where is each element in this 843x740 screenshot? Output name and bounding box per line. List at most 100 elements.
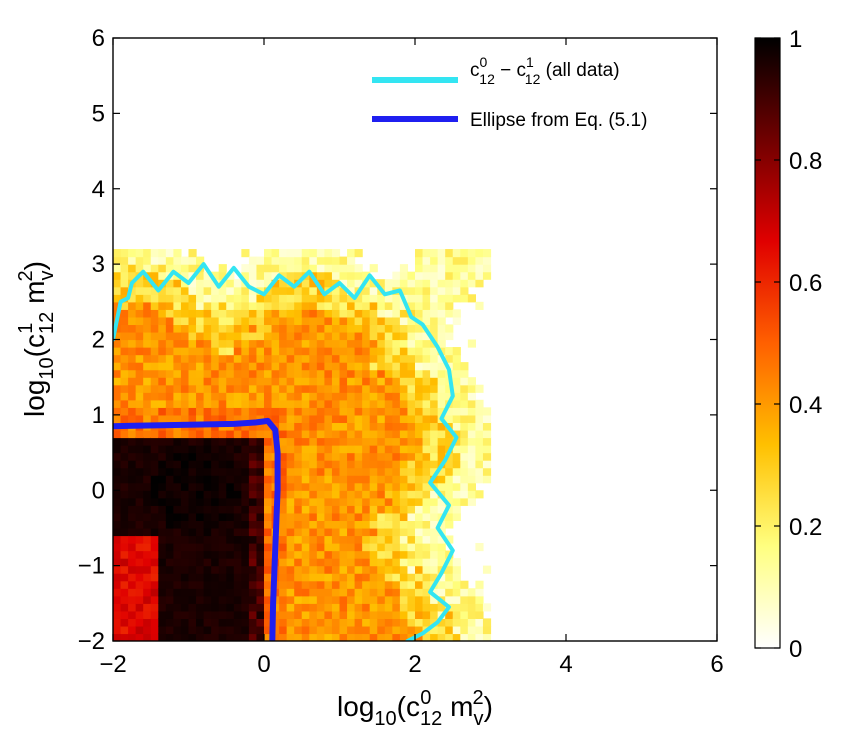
heatmap-cell [392,512,401,521]
heatmap-cell [407,625,416,635]
heatmap-cell [256,452,265,461]
heatmap-cell [120,618,129,627]
heatmap-cell [369,475,378,484]
heatmap-cell [196,497,205,506]
heatmap-cell [437,407,446,416]
heatmap-cell [331,377,341,386]
heatmap-cell [445,294,454,303]
heatmap-cell [369,512,378,521]
heatmap-cell [128,565,137,574]
heatmap-cell [331,588,341,597]
heatmap-cell [279,399,288,408]
heatmap-cell [475,610,484,619]
heatmap-cell [203,384,212,393]
heatmap-cell [128,429,137,439]
heatmap-cell [467,414,476,424]
heatmap-cell [430,331,439,341]
heatmap-cell [241,286,250,295]
heatmap-cell [407,362,416,371]
heatmap-cell [331,399,341,408]
heatmap-cell [165,339,174,348]
heatmap-cell [286,595,295,604]
heatmap-cell [445,452,454,461]
heatmap-cell [248,264,258,273]
heatmap-cell [347,264,356,273]
heatmap-cell [415,324,424,333]
heatmap-cell [430,384,439,393]
heatmap-cell [399,475,409,484]
heatmap-cell [369,369,378,378]
heatmap-cell [150,264,159,273]
heatmap-cell [188,603,197,612]
heatmap-cell [128,490,137,499]
heatmap-cell [279,452,288,461]
heatmap-cell [354,618,363,627]
heatmap-cell [339,271,348,280]
heatmap-cell [143,294,152,303]
heatmap-cell [143,460,152,469]
heatmap-cell [226,527,235,537]
heatmap-cell [362,331,371,341]
heatmap-cell [143,249,152,258]
heatmap-cell [430,625,439,635]
heatmap-cell [120,558,129,567]
heatmap-cell [264,520,273,529]
heatmap-cell [188,437,197,446]
heatmap-cell [211,392,220,401]
heatmap-cell [415,271,424,280]
heatmap-cell [415,550,424,559]
heatmap-cell [113,603,122,612]
heatmap-cell [294,429,303,439]
heatmap-cell [180,497,190,506]
heatmap-cell [150,354,159,363]
heatmap-cell [226,625,235,635]
heatmap-cell [150,256,159,265]
heatmap-cell [309,286,318,295]
heatmap-cell [331,558,341,567]
heatmap-cell [218,264,227,273]
heatmap-cell [377,467,386,476]
heatmap-cell [331,407,341,416]
heatmap-cell [347,316,356,326]
heatmap-cell [437,309,446,318]
heatmap-cell [324,588,333,597]
heatmap-cell [347,610,356,619]
heatmap-cell [256,558,265,567]
heatmap-cell [331,490,341,499]
heatmap-cell [415,603,424,612]
heatmap-cell [399,565,409,574]
heatmap-cell [120,392,129,401]
heatmap-cell [135,331,144,341]
heatmap-cell [460,369,469,378]
heatmap-cell [158,369,167,378]
heatmap-cell [196,580,205,589]
heatmap-cell [120,316,129,326]
heatmap-cell [392,339,401,348]
heatmap-cell [347,256,356,265]
heatmap-cell [309,414,318,424]
heatmap-cell [392,309,401,318]
heatmap-cell [354,445,363,454]
heatmap-cell [339,625,348,635]
heatmap-cell [339,543,348,552]
heatmap-cell [218,271,227,280]
heatmap-cell [135,414,144,424]
heatmap-cell [248,573,258,582]
heatmap-cell [482,452,492,461]
heatmap-cell [128,543,137,552]
heatmap-cell [218,414,227,424]
heatmap-cell [128,271,137,280]
heatmap-cell [150,324,159,333]
heatmap-cell [339,256,348,265]
heatmap-cell [158,467,167,476]
heatmap-cell [354,527,363,537]
heatmap-cell [316,603,325,612]
heatmap-cell [437,625,446,635]
heatmap-cell [399,384,409,393]
heatmap-cell [384,384,393,393]
heatmap-cell [294,324,303,333]
heatmap-cell [324,271,333,280]
heatmap-cell [211,362,220,371]
heatmap-cell [120,331,129,341]
heatmap-cell [339,384,348,393]
